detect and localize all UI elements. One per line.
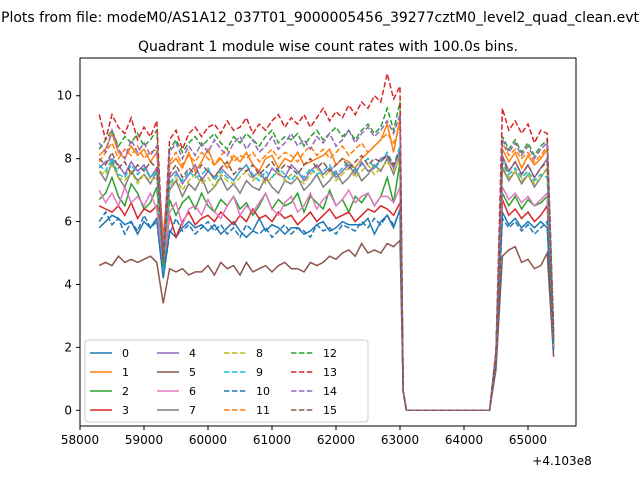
series-line-15 bbox=[98, 150, 555, 412]
y-tick-label: 2 bbox=[64, 340, 72, 354]
legend-box bbox=[84, 339, 369, 423]
x-tick-label: 63000 bbox=[381, 433, 419, 447]
x-tick-label: 61000 bbox=[253, 433, 291, 447]
y-axis: 0 2 4 6 8 10 bbox=[57, 89, 80, 417]
legend-label-0: 0 bbox=[122, 347, 129, 360]
legend-label-6: 6 bbox=[189, 385, 196, 398]
y-tick-label: 6 bbox=[64, 215, 72, 229]
x-tick-label: 59000 bbox=[125, 433, 163, 447]
x-axis: 58000 59000 60000 61000 62000 63000 64000 65000 bbox=[61, 426, 547, 447]
y-tick-label: 0 bbox=[64, 403, 72, 417]
legend-label-5: 5 bbox=[189, 366, 196, 379]
x-tick-label: 60000 bbox=[189, 433, 227, 447]
legend-label-8: 8 bbox=[256, 347, 263, 360]
y-tick-label: 4 bbox=[64, 277, 72, 291]
legend-label-14: 14 bbox=[323, 385, 337, 398]
legend-label-7: 7 bbox=[189, 404, 196, 417]
legend-label-13: 13 bbox=[323, 366, 337, 379]
chart-title: Quadrant 1 module wise count rates with … bbox=[138, 39, 518, 55]
x-tick-label: 62000 bbox=[317, 433, 355, 447]
legend-label-11: 11 bbox=[256, 404, 270, 417]
legend-label-12: 12 bbox=[323, 347, 337, 360]
y-tick-label: 8 bbox=[64, 152, 72, 166]
legend-label-3: 3 bbox=[122, 404, 129, 417]
x-tick-label: 58000 bbox=[61, 433, 99, 447]
x-offset-label: +4.103e8 bbox=[532, 454, 591, 468]
x-tick-label: 65000 bbox=[509, 433, 547, 447]
x-tick-label: 64000 bbox=[445, 433, 483, 447]
legend-label-15: 15 bbox=[323, 404, 337, 417]
series-lines bbox=[98, 73, 555, 412]
figure-suptitle: Plots from file: modeM0/AS1A12_037T01_90… bbox=[1, 10, 639, 26]
legend-label-2: 2 bbox=[122, 385, 129, 398]
y-tick-label: 10 bbox=[57, 89, 72, 103]
legend-label-4: 4 bbox=[189, 347, 196, 360]
legend-label-1: 1 bbox=[122, 366, 129, 379]
legend-label-10: 10 bbox=[256, 385, 270, 398]
legend-label-9: 9 bbox=[256, 366, 263, 379]
plot-frame bbox=[79, 57, 577, 427]
